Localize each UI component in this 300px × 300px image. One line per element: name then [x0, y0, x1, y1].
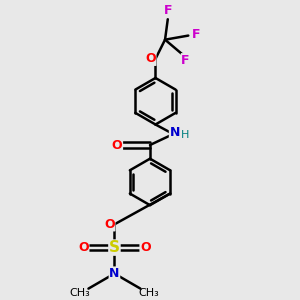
Text: S: S — [109, 240, 120, 255]
Text: N: N — [169, 126, 180, 139]
Text: O: O — [145, 52, 156, 65]
Text: H: H — [181, 130, 189, 140]
Text: CH₃: CH₃ — [138, 288, 159, 298]
Text: F: F — [192, 28, 201, 41]
Text: O: O — [112, 139, 122, 152]
Text: F: F — [164, 4, 172, 17]
Text: N: N — [109, 267, 120, 280]
Text: O: O — [140, 241, 151, 254]
Text: F: F — [181, 54, 190, 67]
Text: O: O — [104, 218, 115, 231]
Text: CH₃: CH₃ — [70, 288, 91, 298]
Text: O: O — [78, 241, 89, 254]
